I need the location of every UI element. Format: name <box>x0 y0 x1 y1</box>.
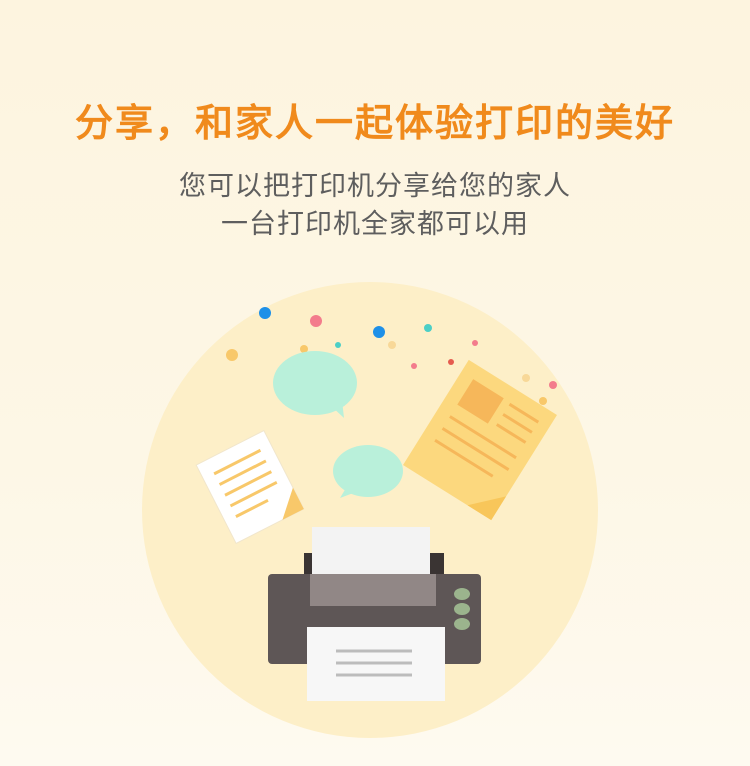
description-line-1: 您可以把打印机分享给您的家人 <box>179 171 571 202</box>
page-title: 分享，和家人一起体验打印的美好 <box>74 101 675 145</box>
printer-icon <box>268 527 481 701</box>
confetti-dots <box>226 307 557 405</box>
photo-document-icon <box>403 359 557 521</box>
document-icon <box>195 429 305 545</box>
chat-bubble-icon <box>333 445 403 498</box>
chat-bubble-icon <box>273 351 357 418</box>
description-line-2: 一台打印机全家都可以用 <box>221 209 529 240</box>
